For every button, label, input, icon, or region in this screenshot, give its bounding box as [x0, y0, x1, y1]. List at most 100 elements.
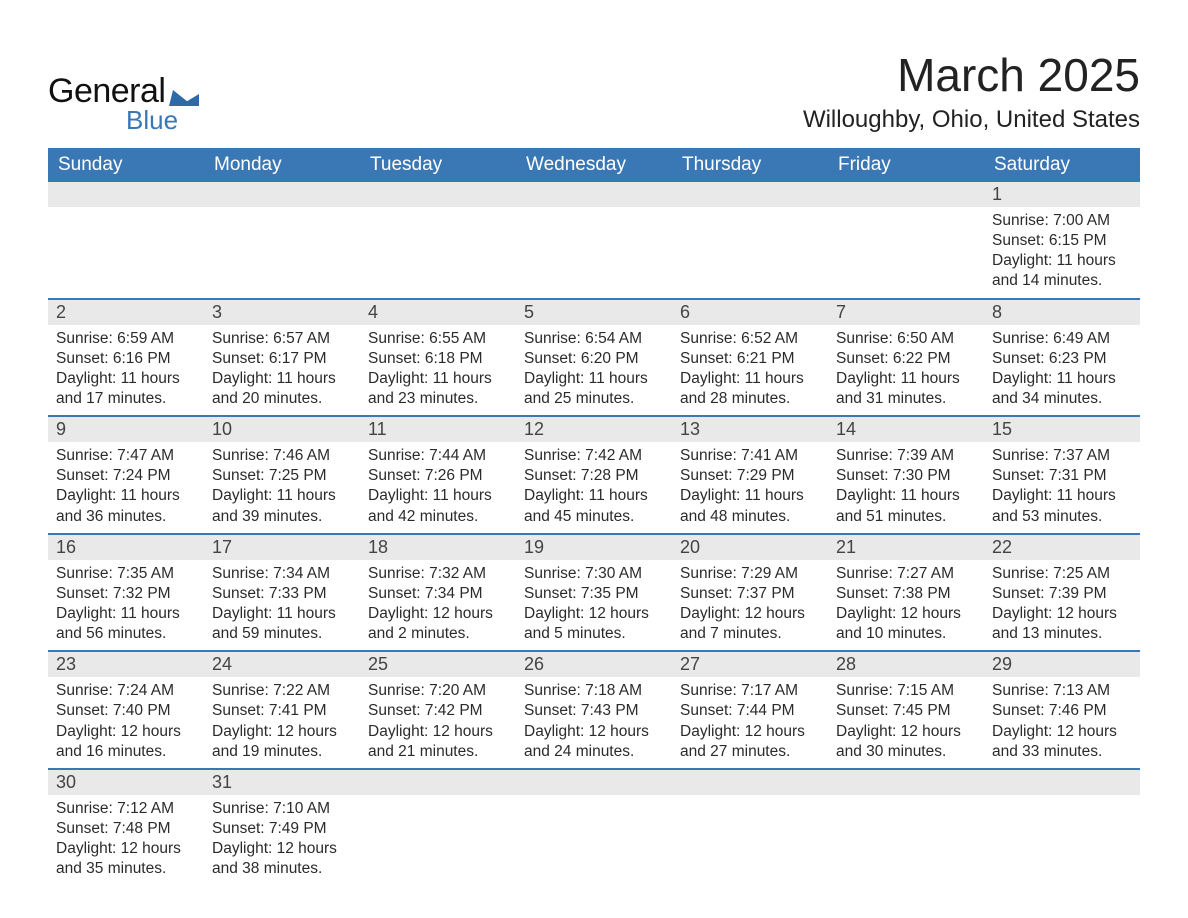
daylight-line: Daylight: 12 hours and 33 minutes. — [992, 722, 1132, 762]
day-cell: 30Sunrise: 7:12 AMSunset: 7:48 PMDayligh… — [48, 770, 204, 886]
daylight-line: Daylight: 12 hours and 19 minutes. — [212, 722, 352, 762]
day-number: 15 — [984, 417, 1140, 442]
day-number: 17 — [204, 535, 360, 560]
sunrise-line: Sunrise: 6:49 AM — [992, 329, 1132, 349]
weekday-header-cell: Tuesday — [360, 148, 516, 182]
daylight-line: Daylight: 12 hours and 10 minutes. — [836, 604, 976, 644]
day-cell: 13Sunrise: 7:41 AMSunset: 7:29 PMDayligh… — [672, 417, 828, 533]
brand-logo: General Blue — [48, 72, 199, 136]
day-cell: 28Sunrise: 7:15 AMSunset: 7:45 PMDayligh… — [828, 652, 984, 768]
sunrise-line: Sunrise: 7:18 AM — [524, 681, 664, 701]
day-number: 11 — [360, 417, 516, 442]
sunrise-line: Sunrise: 6:57 AM — [212, 329, 352, 349]
day-details: Sunrise: 6:59 AMSunset: 6:16 PMDaylight:… — [48, 325, 204, 416]
day-number: 23 — [48, 652, 204, 677]
sunrise-line: Sunrise: 7:10 AM — [212, 799, 352, 819]
brand-logo-icon — [169, 84, 199, 106]
day-cell — [672, 770, 828, 886]
daylight-line: Daylight: 11 hours and 48 minutes. — [680, 486, 820, 526]
calendar-week: 23Sunrise: 7:24 AMSunset: 7:40 PMDayligh… — [48, 650, 1140, 768]
weekday-header-cell: Friday — [828, 148, 984, 182]
day-cell: 23Sunrise: 7:24 AMSunset: 7:40 PMDayligh… — [48, 652, 204, 768]
day-details: Sunrise: 6:54 AMSunset: 6:20 PMDaylight:… — [516, 325, 672, 416]
day-number — [204, 182, 360, 207]
sunrise-line: Sunrise: 6:59 AM — [56, 329, 196, 349]
day-cell — [516, 182, 672, 298]
sunset-line: Sunset: 7:25 PM — [212, 466, 352, 486]
weekday-header-row: SundayMondayTuesdayWednesdayThursdayFrid… — [48, 148, 1140, 182]
sunset-line: Sunset: 7:49 PM — [212, 819, 352, 839]
day-details: Sunrise: 6:52 AMSunset: 6:21 PMDaylight:… — [672, 325, 828, 416]
location-subtitle: Willoughby, Ohio, United States — [803, 106, 1140, 134]
sunset-line: Sunset: 7:42 PM — [368, 701, 508, 721]
day-cell: 5Sunrise: 6:54 AMSunset: 6:20 PMDaylight… — [516, 300, 672, 416]
day-cell: 11Sunrise: 7:44 AMSunset: 7:26 PMDayligh… — [360, 417, 516, 533]
day-details: Sunrise: 7:27 AMSunset: 7:38 PMDaylight:… — [828, 560, 984, 651]
day-number: 18 — [360, 535, 516, 560]
day-cell — [204, 182, 360, 298]
day-number: 27 — [672, 652, 828, 677]
day-details: Sunrise: 6:49 AMSunset: 6:23 PMDaylight:… — [984, 325, 1140, 416]
day-cell: 14Sunrise: 7:39 AMSunset: 7:30 PMDayligh… — [828, 417, 984, 533]
day-number: 26 — [516, 652, 672, 677]
sunset-line: Sunset: 7:26 PM — [368, 466, 508, 486]
day-number: 5 — [516, 300, 672, 325]
day-cell: 15Sunrise: 7:37 AMSunset: 7:31 PMDayligh… — [984, 417, 1140, 533]
calendar-week: 30Sunrise: 7:12 AMSunset: 7:48 PMDayligh… — [48, 768, 1140, 886]
sunrise-line: Sunrise: 7:35 AM — [56, 564, 196, 584]
day-cell — [516, 770, 672, 886]
daylight-line: Daylight: 12 hours and 35 minutes. — [56, 839, 196, 879]
day-details: Sunrise: 6:50 AMSunset: 6:22 PMDaylight:… — [828, 325, 984, 416]
day-cell — [984, 770, 1140, 886]
day-number: 9 — [48, 417, 204, 442]
day-number: 3 — [204, 300, 360, 325]
day-details: Sunrise: 7:13 AMSunset: 7:46 PMDaylight:… — [984, 677, 1140, 768]
daylight-line: Daylight: 11 hours and 39 minutes. — [212, 486, 352, 526]
day-details: Sunrise: 6:57 AMSunset: 6:17 PMDaylight:… — [204, 325, 360, 416]
sunrise-line: Sunrise: 7:22 AM — [212, 681, 352, 701]
daylight-line: Daylight: 11 hours and 53 minutes. — [992, 486, 1132, 526]
day-cell — [360, 770, 516, 886]
day-cell — [828, 770, 984, 886]
title-block: March 2025 Willoughby, Ohio, United Stat… — [803, 48, 1140, 134]
sunrise-line: Sunrise: 7:44 AM — [368, 446, 508, 466]
calendar-week: 16Sunrise: 7:35 AMSunset: 7:32 PMDayligh… — [48, 533, 1140, 651]
daylight-line: Daylight: 11 hours and 14 minutes. — [992, 251, 1132, 291]
daylight-line: Daylight: 12 hours and 16 minutes. — [56, 722, 196, 762]
sunrise-line: Sunrise: 7:20 AM — [368, 681, 508, 701]
calendar-week: 9Sunrise: 7:47 AMSunset: 7:24 PMDaylight… — [48, 415, 1140, 533]
sunset-line: Sunset: 6:15 PM — [992, 231, 1132, 251]
sunset-line: Sunset: 7:32 PM — [56, 584, 196, 604]
day-cell: 19Sunrise: 7:30 AMSunset: 7:35 PMDayligh… — [516, 535, 672, 651]
day-details: Sunrise: 7:22 AMSunset: 7:41 PMDaylight:… — [204, 677, 360, 768]
sunrise-line: Sunrise: 7:42 AM — [524, 446, 664, 466]
day-number: 4 — [360, 300, 516, 325]
day-cell: 18Sunrise: 7:32 AMSunset: 7:34 PMDayligh… — [360, 535, 516, 651]
day-number — [48, 182, 204, 207]
calendar-body: 1Sunrise: 7:00 AMSunset: 6:15 PMDaylight… — [48, 182, 1140, 885]
day-number: 13 — [672, 417, 828, 442]
day-number — [516, 182, 672, 207]
day-number: 29 — [984, 652, 1140, 677]
day-details: Sunrise: 7:30 AMSunset: 7:35 PMDaylight:… — [516, 560, 672, 651]
day-details: Sunrise: 7:32 AMSunset: 7:34 PMDaylight:… — [360, 560, 516, 651]
day-cell: 16Sunrise: 7:35 AMSunset: 7:32 PMDayligh… — [48, 535, 204, 651]
day-number: 10 — [204, 417, 360, 442]
day-number: 24 — [204, 652, 360, 677]
day-cell: 1Sunrise: 7:00 AMSunset: 6:15 PMDaylight… — [984, 182, 1140, 298]
sunset-line: Sunset: 6:23 PM — [992, 349, 1132, 369]
day-number: 25 — [360, 652, 516, 677]
sunset-line: Sunset: 6:18 PM — [368, 349, 508, 369]
weekday-header-cell: Thursday — [672, 148, 828, 182]
sunrise-line: Sunrise: 7:32 AM — [368, 564, 508, 584]
day-number: 6 — [672, 300, 828, 325]
day-cell — [672, 182, 828, 298]
day-details: Sunrise: 7:00 AMSunset: 6:15 PMDaylight:… — [984, 207, 1140, 298]
day-cell: 24Sunrise: 7:22 AMSunset: 7:41 PMDayligh… — [204, 652, 360, 768]
daylight-line: Daylight: 11 hours and 51 minutes. — [836, 486, 976, 526]
day-details: Sunrise: 7:10 AMSunset: 7:49 PMDaylight:… — [204, 795, 360, 886]
sunset-line: Sunset: 7:28 PM — [524, 466, 664, 486]
daylight-line: Daylight: 11 hours and 20 minutes. — [212, 369, 352, 409]
weekday-header-cell: Sunday — [48, 148, 204, 182]
daylight-line: Daylight: 11 hours and 56 minutes. — [56, 604, 196, 644]
